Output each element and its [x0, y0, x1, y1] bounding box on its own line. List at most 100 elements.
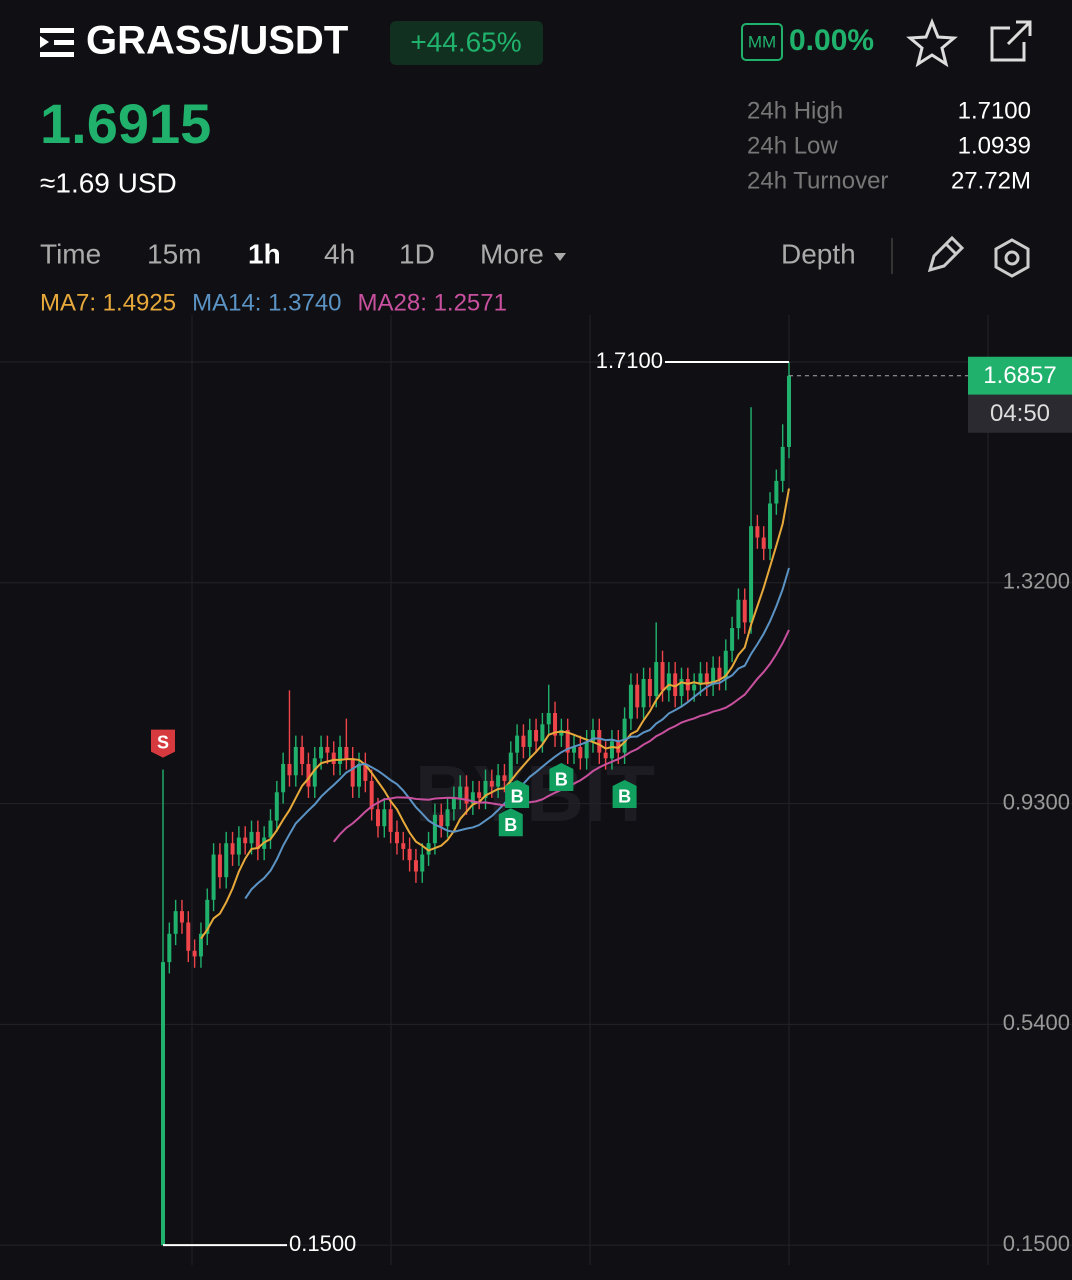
trade-marker [549, 762, 574, 791]
candle-body [198, 933, 203, 957]
candle-body [565, 729, 570, 753]
candle-body [559, 729, 564, 736]
trade-marker-label: B [504, 815, 517, 835]
v-grid [191, 315, 989, 1265]
tab-active[interactable]: 1h [248, 238, 281, 269]
price-tag-label: 1.6857 [983, 362, 1056, 389]
candle-body [281, 763, 286, 793]
pair[interactable]: GRASS/USDT [86, 19, 348, 63]
price-usd: ≈1.69 USD [40, 167, 177, 198]
stat-value: 1.7100 [958, 97, 1031, 124]
candle-body [306, 763, 311, 787]
candle-body [768, 503, 773, 549]
candle-body [224, 843, 229, 878]
candle-body [217, 854, 222, 878]
candle-body [331, 752, 336, 764]
candle-body [647, 679, 652, 697]
candle-body [666, 673, 671, 691]
candle-body [407, 848, 412, 861]
tab[interactable]: 15m [147, 238, 201, 269]
candle-body [319, 746, 324, 759]
mm-badge-box [741, 23, 783, 61]
candle-body [255, 831, 260, 849]
stat-label: 24h Low [747, 132, 838, 159]
candle-body [534, 729, 539, 742]
candle-body [325, 746, 330, 753]
candle-body [521, 735, 526, 747]
ma-legend: MA7: 1.4925 [40, 289, 176, 316]
candle-body [312, 758, 317, 787]
candle-body [761, 537, 766, 549]
min-label: 0.1500 [289, 1231, 356, 1256]
y-tick-label: 1.3200 [1003, 569, 1070, 594]
tab[interactable]: 1D [399, 238, 435, 269]
candle-body [553, 713, 558, 736]
share-icon[interactable] [990, 20, 1032, 62]
depth-tab[interactable]: Depth [781, 238, 856, 269]
y-tick-label: 0.9300 [1003, 789, 1070, 814]
candle-body [692, 684, 697, 691]
candle-body [205, 899, 210, 934]
candle-body [660, 662, 665, 691]
candle-body [287, 763, 292, 776]
candle-body [679, 679, 684, 697]
candle-body [230, 843, 235, 855]
candle-body [192, 950, 197, 957]
candle-body [451, 797, 456, 810]
tab[interactable]: 4h [324, 238, 355, 269]
candle-body [464, 786, 469, 804]
candle-body [527, 729, 532, 747]
candle-body [350, 758, 355, 787]
candle-body [502, 775, 507, 781]
tab[interactable]: Time [40, 238, 101, 269]
candle-body [243, 837, 248, 844]
candle-body [477, 792, 482, 798]
price-tag [968, 356, 1072, 395]
trade-marker-label: B [511, 787, 524, 807]
settings-icon[interactable] [994, 238, 1030, 278]
candle-body [274, 792, 279, 821]
favorite-icon[interactable] [906, 17, 958, 68]
candle-body [603, 752, 608, 759]
candle-body [711, 667, 716, 685]
candle-body [755, 526, 760, 538]
candle-body [338, 746, 343, 764]
candle-body [439, 814, 444, 827]
mm-badge: MM [748, 32, 776, 51]
change-badge [390, 21, 543, 65]
candle-body [211, 854, 216, 900]
candle-body [369, 780, 374, 810]
trade-marker-label: B [555, 770, 568, 790]
candle-body [394, 831, 399, 844]
candle-body [736, 599, 741, 629]
candle-body [749, 526, 754, 623]
candle-body [597, 729, 602, 753]
menu-icon[interactable] [40, 28, 74, 57]
candle-body [432, 814, 437, 844]
trade-marker-label: S [157, 732, 169, 752]
candle-body [508, 752, 513, 781]
candle-body [363, 763, 368, 781]
candle-body [698, 673, 703, 685]
candle-body [515, 735, 520, 753]
candle-body [236, 837, 241, 855]
candle-body [546, 713, 551, 725]
candle-body [161, 962, 165, 1246]
candle-body [780, 446, 785, 481]
countdown: 04:50 [990, 400, 1050, 427]
candle-body [628, 684, 633, 719]
trade-marker [498, 808, 523, 837]
draw-icon[interactable] [927, 235, 965, 273]
candle-body [173, 911, 178, 934]
mm-value: 0.00% [789, 24, 874, 57]
candle-body [401, 843, 406, 849]
ma-line [200, 488, 790, 940]
stat-label: 24h High [747, 97, 843, 124]
candle-body [186, 922, 191, 951]
candle-body [609, 741, 614, 759]
candle-body [572, 746, 577, 753]
candle-body [590, 729, 595, 742]
tab[interactable]: More [480, 238, 544, 269]
